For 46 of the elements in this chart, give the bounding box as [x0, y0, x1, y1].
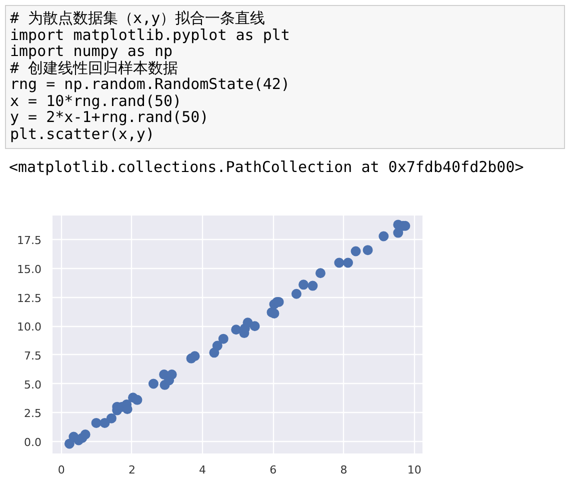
x-tick-label: 8: [340, 464, 348, 476]
point: [308, 280, 318, 291]
point: [350, 246, 361, 256]
text: x = 10*rng.rand(50): [10, 92, 182, 110]
point: [212, 340, 222, 351]
point: [269, 308, 280, 318]
point: [334, 258, 344, 268]
point: [91, 418, 102, 428]
text: rng = np.random.RandomState(42): [10, 75, 291, 93]
x-tick-label: 4: [199, 464, 206, 476]
point: [218, 334, 228, 344]
x-tick-label: 0: [58, 464, 65, 476]
text: <matplotlib.collections.PathCollection at 0x7fdb40fd2b00>: [9, 158, 525, 176]
y-tick-label: 17.5: [17, 234, 42, 248]
point: [231, 324, 242, 335]
point: [298, 280, 309, 290]
x-tick-label: 10: [407, 464, 422, 476]
point: [250, 321, 260, 332]
point: [291, 288, 302, 299]
text: # 创建线性回归样本数据: [10, 58, 180, 76]
text: y = 2*x-1+rng.rand(50): [10, 108, 210, 126]
point: [315, 268, 326, 278]
point: [148, 378, 158, 389]
point: [343, 258, 354, 268]
text: import matplotlib.pyplot as plt: [10, 26, 291, 44]
y-tick-label: 7.5: [24, 349, 42, 362]
point: [132, 394, 142, 405]
point: [80, 429, 90, 440]
point: [64, 438, 74, 449]
point: [378, 231, 389, 242]
x-tick-label: 6: [270, 464, 277, 476]
text: import numpy as np: [10, 42, 173, 60]
text: # 为散点数据集（x,y）拟合一条直线: [10, 9, 266, 27]
point: [106, 413, 116, 424]
point: [362, 245, 373, 256]
y-tick-label: 5.0: [24, 378, 42, 392]
y-tick-label: 10.0: [17, 320, 42, 334]
point: [190, 351, 200, 362]
x-tick-label: 2: [128, 464, 136, 476]
y-tick-label: 12.5: [17, 292, 42, 305]
y-tick-label: 2.5: [24, 407, 42, 420]
text: plt.scatter(x,y): [10, 124, 154, 142]
y-tick-label: 15.0: [17, 263, 42, 276]
y-tick-label: 0.0: [24, 436, 42, 449]
point: [100, 418, 110, 428]
point: [166, 370, 177, 380]
